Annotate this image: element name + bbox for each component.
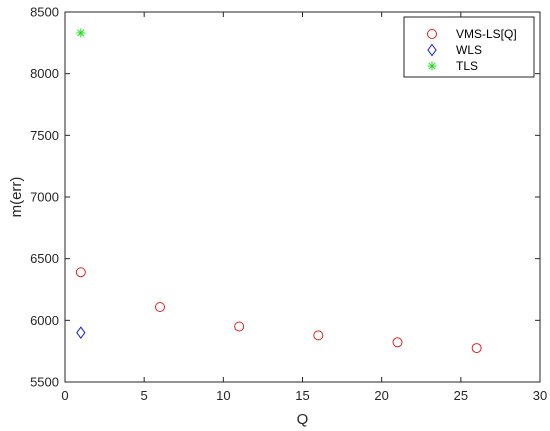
x-axis-label: Q (297, 411, 309, 428)
legend-label: WLS (456, 43, 482, 57)
y-axis-label: m(err) (8, 177, 25, 218)
y-tick-label: 5500 (30, 375, 59, 390)
legend-label: VMS-LS[Q] (456, 27, 517, 41)
x-tick-label: 15 (295, 388, 309, 403)
data-point-circle (471, 343, 482, 354)
data-point-circle (392, 337, 403, 348)
data-point-circle (75, 267, 86, 278)
legend-marker-circle (427, 29, 437, 39)
data-point-diamond (76, 326, 86, 340)
data-point-circle (234, 321, 245, 332)
x-tick-label: 20 (374, 388, 388, 403)
data-point-circle (313, 330, 324, 341)
y-tick-label: 7000 (30, 190, 59, 205)
data-point-circle (155, 302, 165, 313)
y-tick-label: 8000 (30, 66, 59, 81)
x-tick-label: 25 (454, 388, 468, 403)
legend-box (403, 16, 535, 78)
y-tick-label: 7500 (30, 128, 59, 143)
axis-ticks: 0 5 10 15 20 25 30 5500 6000 6500 7000 7500 8000 8500 (30, 5, 547, 404)
data-points (75, 28, 482, 354)
x-tick-label: 10 (216, 388, 230, 403)
legend: VMS-LS[Q] WLS TLS (403, 16, 535, 78)
x-tick-label: 5 (141, 388, 148, 403)
data-point-asterisk (76, 28, 86, 38)
x-tick-label: 0 (61, 388, 68, 403)
y-tick-label: 6500 (30, 251, 59, 266)
x-tick-label: 30 (533, 388, 547, 403)
y-tick-label: 6000 (30, 313, 59, 328)
y-tick-label: 8500 (30, 5, 59, 20)
legend-marker-asterisk (427, 61, 437, 71)
legend-marker-diamond (427, 43, 437, 57)
legend-label: TLS (456, 59, 478, 73)
